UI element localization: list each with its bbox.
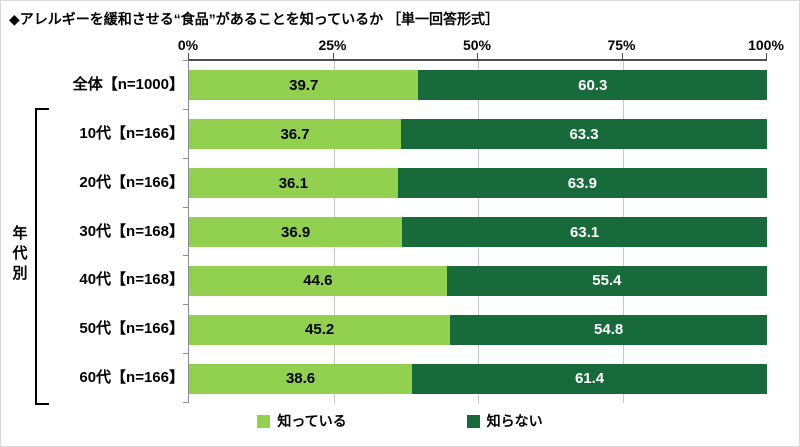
category-axis-tick [183,402,189,403]
category-label: 20代【n=166】 [79,173,184,191]
segment-unaware: 54.8 [450,314,767,345]
value-label: 36.7 [280,125,310,143]
value-label: 60.3 [578,76,608,94]
x-axis-tick-label: 50% [462,37,492,53]
bar-row: 39.7 60.3 [189,61,767,110]
value-label: 63.3 [569,125,599,143]
stacked-bar: 44.6 55.4 [189,265,767,296]
x-axis-tick [477,53,478,60]
x-axis-tick [188,53,189,60]
age-group-bracket [35,108,49,405]
plot-area: 39.7 60.3 36.7 63.3 36.1 63.9 36.9 63.1 44.6 55.4… [183,53,767,403]
value-label: 44.6 [303,272,333,290]
value-label: 55.4 [592,272,622,290]
segment-aware: 38.6 [189,363,413,394]
category-label: 50代【n=166】 [79,320,184,338]
category-axis-tick [183,206,189,208]
value-label: 36.9 [281,223,311,241]
stacked-bar: 36.7 63.3 [189,119,767,150]
chart-title: ◆アレルギーを緩和させる“食品”があることを知っているか ［単一回答形式］ [9,11,499,27]
age-group-label: 年代別 [10,224,28,285]
category-labels: 全体【n=1000】 10代【n=166】 20代【n=166】 30代【n=168】… [47,59,184,401]
stacked-bar: 36.1 63.9 [189,168,767,199]
bar-row: 36.9 63.1 [189,208,767,257]
value-label: 45.2 [305,321,335,339]
stacked-bar: 45.2 54.8 [189,314,767,345]
category-label: 全体【n=1000】 [72,75,184,93]
category-label: 30代【n=168】 [79,222,184,240]
x-axis-tick [766,53,767,60]
value-label: 63.1 [570,223,600,241]
legend: 知っている 知らない [1,411,799,431]
segment-aware: 44.6 [189,265,447,296]
segment-unaware: 55.4 [446,265,767,296]
legend-label: 知っている [277,413,347,429]
category-label: 60代【n=166】 [79,369,184,387]
segment-aware: 45.2 [189,314,451,345]
segment-unaware: 63.9 [397,168,767,199]
stacked-bar: 39.7 60.3 [189,70,767,101]
category-axis-tick [183,353,189,355]
legend-swatch [466,414,480,428]
category-axis-tick [183,157,189,159]
category-axis-tick [183,255,189,257]
segment-aware: 36.9 [189,217,403,247]
value-label: 54.8 [594,321,624,339]
category-axis-tick [183,108,189,110]
bar-row: 45.2 54.8 [189,305,767,354]
value-label: 36.1 [278,174,308,192]
segment-aware: 36.7 [189,119,402,150]
x-axis-tick-label: 100% [748,37,784,53]
segment-unaware: 61.4 [412,363,767,394]
legend-swatch [257,414,271,428]
segment-unaware: 63.1 [402,217,767,247]
x-axis-tick-label: 0% [177,37,199,53]
x-axis-tick-label: 25% [318,37,347,53]
category-label: 10代【n=166】 [79,124,184,142]
category-axis-tick [183,304,189,306]
x-axis: 0% 25% 50% 75% 100% [178,37,784,55]
segment-unaware: 63.3 [401,119,767,150]
segment-aware: 39.7 [189,70,419,101]
x-axis-tick [332,53,334,60]
stacked-bar: 36.9 63.1 [189,217,767,247]
bar-row: 36.1 63.9 [189,159,767,208]
value-label: 63.9 [567,174,597,192]
value-label: 61.4 [574,370,605,388]
value-label: 39.7 [289,76,319,94]
bars-container: 39.7 60.3 36.7 63.3 36.1 63.9 36.9 63.1 44.6 55.4… [189,61,767,403]
category-axis-tick [183,60,189,61]
bar-row: 38.6 61.4 [189,354,767,403]
legend-label: 知らない [486,413,543,429]
x-axis-tick-label: 75% [607,37,636,53]
bar-row: 36.7 63.3 [189,110,767,159]
bar-row: 44.6 55.4 [189,256,767,305]
legend-item: 知らない [466,411,543,431]
legend-item: 知っている [257,411,347,431]
segment-aware: 36.1 [189,168,398,199]
category-label: 40代【n=168】 [79,271,184,289]
x-axis-tick [621,53,623,60]
value-label: 38.6 [285,370,316,388]
segment-unaware: 60.3 [418,70,767,101]
stacked-bar: 38.6 61.4 [189,363,767,394]
